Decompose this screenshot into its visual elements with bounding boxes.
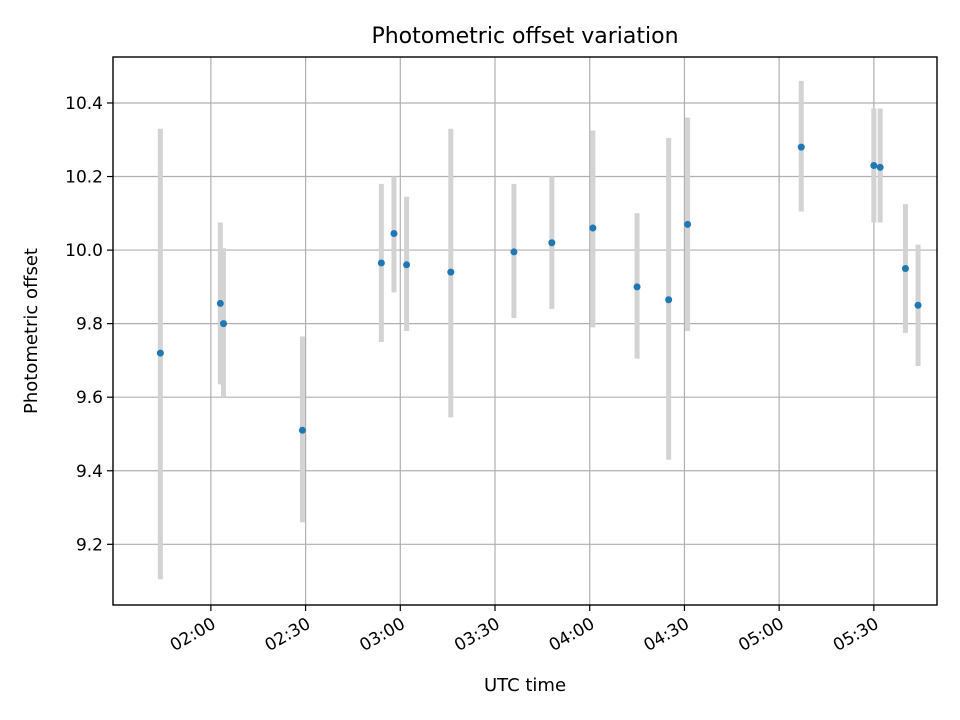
plot-frame [112,56,938,606]
data-point [298,426,306,434]
chart-title: Photometric offset variation [371,24,678,49]
y-tick-label: 9.8 [76,315,103,335]
x-tick-label: 02:30 [262,614,314,656]
data-point [403,261,411,269]
error-bar-layer [157,80,921,580]
x-tick-label: 05:30 [830,614,882,656]
grid-layer [113,57,937,605]
data-point [870,161,878,169]
x-tick-label: 03:30 [451,614,503,656]
data-point [589,224,597,232]
x-tick-label: 05:00 [735,614,787,656]
tick-layer: 9.2 9.4 9.6 9.8 10.0 10.2 10.4 02:00 02:30 03:00 0… [65,94,882,656]
x-axis-label: UTC time [484,675,566,696]
data-point [684,220,692,228]
y-tick-label: 9.6 [76,388,103,408]
y-tick-label: 10.2 [65,168,103,188]
data-point [447,268,455,276]
data-point [797,143,805,151]
data-point [914,301,922,309]
x-tick-label: 04:00 [546,614,598,656]
data-point [219,320,227,328]
x-tick-label: 04:30 [640,614,692,656]
data-point [156,349,164,357]
data-point-layer [156,143,922,434]
x-tick-label: 03:00 [356,614,408,656]
data-point [876,163,884,171]
data-point [510,248,518,256]
data-point [901,264,909,272]
y-axis-label: Photometric offset [21,248,42,414]
y-tick-label: 9.2 [76,535,103,555]
data-point [548,239,556,247]
data-point [390,230,398,238]
y-tick-label: 10.4 [65,94,103,114]
data-point [377,259,385,267]
y-tick-label: 9.4 [76,462,103,482]
x-tick-label: 02:00 [167,614,219,656]
data-point [633,283,641,291]
data-point [665,296,673,304]
y-tick-label: 10.0 [65,241,103,261]
data-point [216,299,224,307]
